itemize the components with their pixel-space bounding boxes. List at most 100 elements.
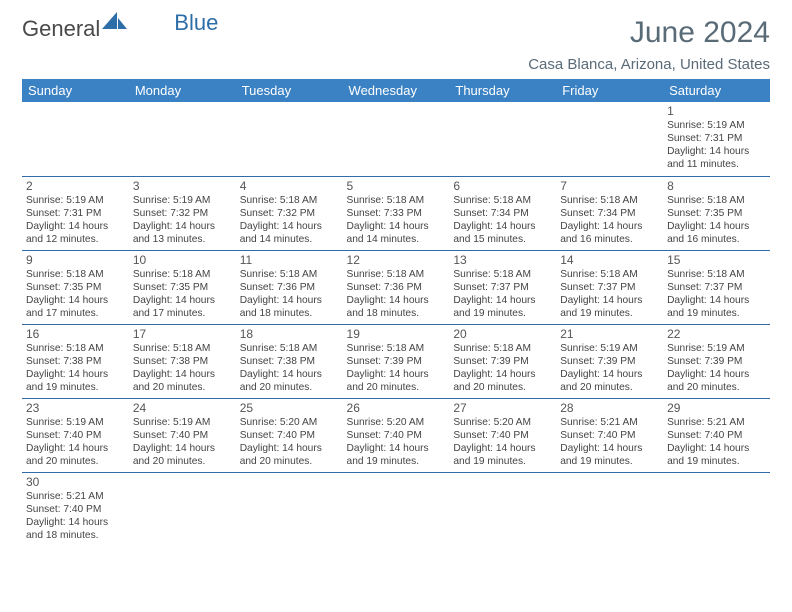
day-info: Sunrise: 5:20 AMSunset: 7:40 PMDaylight:…: [240, 416, 339, 468]
calendar-body: 1Sunrise: 5:19 AMSunset: 7:31 PMDaylight…: [22, 102, 770, 547]
calendar-day: 19Sunrise: 5:18 AMSunset: 7:39 PMDayligh…: [343, 324, 450, 398]
day-number: 5: [347, 179, 446, 193]
day-header: Thursday: [449, 79, 556, 102]
calendar-day-empty: [556, 102, 663, 176]
calendar-week: 30Sunrise: 5:21 AMSunset: 7:40 PMDayligh…: [22, 473, 770, 547]
day-header: Friday: [556, 79, 663, 102]
day-info: Sunrise: 5:20 AMSunset: 7:40 PMDaylight:…: [347, 416, 446, 468]
day-number: 4: [240, 179, 339, 193]
day-number: 23: [26, 401, 125, 415]
day-number: 14: [560, 253, 659, 267]
day-info: Sunrise: 5:19 AMSunset: 7:32 PMDaylight:…: [133, 194, 232, 246]
calendar-day-empty: [343, 473, 450, 547]
day-number: 24: [133, 401, 232, 415]
sail-icon: [102, 10, 128, 36]
calendar-day: 16Sunrise: 5:18 AMSunset: 7:38 PMDayligh…: [22, 324, 129, 398]
day-number: 21: [560, 327, 659, 341]
day-number: 3: [133, 179, 232, 193]
calendar-day: 11Sunrise: 5:18 AMSunset: 7:36 PMDayligh…: [236, 250, 343, 324]
day-header: Saturday: [663, 79, 770, 102]
calendar-day: 20Sunrise: 5:18 AMSunset: 7:39 PMDayligh…: [449, 324, 556, 398]
calendar-day: 28Sunrise: 5:21 AMSunset: 7:40 PMDayligh…: [556, 399, 663, 473]
calendar-day-empty: [449, 102, 556, 176]
day-number: 13: [453, 253, 552, 267]
day-info: Sunrise: 5:18 AMSunset: 7:38 PMDaylight:…: [240, 342, 339, 394]
day-info: Sunrise: 5:19 AMSunset: 7:40 PMDaylight:…: [133, 416, 232, 468]
calendar-day-empty: [556, 473, 663, 547]
day-number: 8: [667, 179, 766, 193]
calendar-day: 26Sunrise: 5:20 AMSunset: 7:40 PMDayligh…: [343, 399, 450, 473]
calendar-week: 9Sunrise: 5:18 AMSunset: 7:35 PMDaylight…: [22, 250, 770, 324]
brand-part2: Blue: [174, 10, 218, 36]
day-number: 11: [240, 253, 339, 267]
calendar-day: 23Sunrise: 5:19 AMSunset: 7:40 PMDayligh…: [22, 399, 129, 473]
day-info: Sunrise: 5:18 AMSunset: 7:36 PMDaylight:…: [347, 268, 446, 320]
day-info: Sunrise: 5:18 AMSunset: 7:36 PMDaylight:…: [240, 268, 339, 320]
calendar-day-empty: [663, 473, 770, 547]
day-number: 27: [453, 401, 552, 415]
day-header: Monday: [129, 79, 236, 102]
day-number: 6: [453, 179, 552, 193]
calendar-day: 30Sunrise: 5:21 AMSunset: 7:40 PMDayligh…: [22, 473, 129, 547]
day-info: Sunrise: 5:18 AMSunset: 7:39 PMDaylight:…: [347, 342, 446, 394]
day-info: Sunrise: 5:18 AMSunset: 7:39 PMDaylight:…: [453, 342, 552, 394]
calendar-day: 12Sunrise: 5:18 AMSunset: 7:36 PMDayligh…: [343, 250, 450, 324]
calendar-day-empty: [129, 102, 236, 176]
day-info: Sunrise: 5:19 AMSunset: 7:31 PMDaylight:…: [26, 194, 125, 246]
calendar-day-empty: [129, 473, 236, 547]
day-info: Sunrise: 5:19 AMSunset: 7:31 PMDaylight:…: [667, 119, 766, 171]
day-number: 17: [133, 327, 232, 341]
day-header: Tuesday: [236, 79, 343, 102]
calendar-day: 10Sunrise: 5:18 AMSunset: 7:35 PMDayligh…: [129, 250, 236, 324]
day-info: Sunrise: 5:18 AMSunset: 7:37 PMDaylight:…: [667, 268, 766, 320]
day-number: 22: [667, 327, 766, 341]
brand-part1: General: [22, 16, 100, 42]
day-info: Sunrise: 5:18 AMSunset: 7:34 PMDaylight:…: [560, 194, 659, 246]
month-title: June 2024: [528, 16, 770, 50]
calendar-day: 13Sunrise: 5:18 AMSunset: 7:37 PMDayligh…: [449, 250, 556, 324]
day-header: Sunday: [22, 79, 129, 102]
day-number: 28: [560, 401, 659, 415]
day-info: Sunrise: 5:18 AMSunset: 7:35 PMDaylight:…: [133, 268, 232, 320]
day-info: Sunrise: 5:18 AMSunset: 7:35 PMDaylight:…: [667, 194, 766, 246]
day-info: Sunrise: 5:21 AMSunset: 7:40 PMDaylight:…: [667, 416, 766, 468]
calendar-week: 23 Sunrise: 5:19 AMSunset: 7:40 PMDayligh…: [22, 399, 770, 473]
calendar-day: 5Sunrise: 5:18 AMSunset: 7:33 PMDaylight…: [343, 176, 450, 250]
header: General Blue June 2024 Casa Blanca, Ariz…: [22, 16, 770, 77]
day-info: Sunrise: 5:18 AMSunset: 7:33 PMDaylight:…: [347, 194, 446, 246]
calendar-day: 25Sunrise: 5:20 AMSunset: 7:40 PMDayligh…: [236, 399, 343, 473]
calendar-day: 15Sunrise: 5:18 AMSunset: 7:37 PMDayligh…: [663, 250, 770, 324]
day-info: Sunrise: 5:19 AMSunset: 7:39 PMDaylight:…: [667, 342, 766, 394]
calendar-day-empty: [236, 102, 343, 176]
day-number: 7: [560, 179, 659, 193]
calendar-day: 14Sunrise: 5:18 AMSunset: 7:37 PMDayligh…: [556, 250, 663, 324]
day-number: 29: [667, 401, 766, 415]
day-info: Sunrise: 5:18 AMSunset: 7:37 PMDaylight:…: [453, 268, 552, 320]
day-number: 20: [453, 327, 552, 341]
location-text: Casa Blanca, Arizona, United States: [528, 56, 770, 73]
day-number: 2: [26, 179, 125, 193]
day-info: Sunrise: 5:18 AMSunset: 7:34 PMDaylight:…: [453, 194, 552, 246]
calendar-day: 7Sunrise: 5:18 AMSunset: 7:34 PMDaylight…: [556, 176, 663, 250]
day-number: 1: [667, 104, 766, 118]
day-number: 26: [347, 401, 446, 415]
calendar-day-empty: [343, 102, 450, 176]
calendar-day: 2Sunrise: 5:19 AMSunset: 7:31 PMDaylight…: [22, 176, 129, 250]
calendar-day: 27Sunrise: 5:20 AMSunset: 7:40 PMDayligh…: [449, 399, 556, 473]
day-info: Sunrise: 5:18 AMSunset: 7:38 PMDaylight:…: [26, 342, 125, 394]
calendar-day: 4Sunrise: 5:18 AMSunset: 7:32 PMDaylight…: [236, 176, 343, 250]
calendar-day-empty: [449, 473, 556, 547]
calendar-day: 6Sunrise: 5:18 AMSunset: 7:34 PMDaylight…: [449, 176, 556, 250]
day-info: Sunrise: 5:18 AMSunset: 7:32 PMDaylight:…: [240, 194, 339, 246]
calendar-day: 18Sunrise: 5:18 AMSunset: 7:38 PMDayligh…: [236, 324, 343, 398]
calendar-day: 29Sunrise: 5:21 AMSunset: 7:40 PMDayligh…: [663, 399, 770, 473]
day-number: 12: [347, 253, 446, 267]
calendar-day: 22Sunrise: 5:19 AMSunset: 7:39 PMDayligh…: [663, 324, 770, 398]
calendar-day: 1Sunrise: 5:19 AMSunset: 7:31 PMDaylight…: [663, 102, 770, 176]
title-block: June 2024 Casa Blanca, Arizona, United S…: [528, 16, 770, 77]
day-header: Wednesday: [343, 79, 450, 102]
calendar-day-empty: [22, 102, 129, 176]
calendar-day: 3Sunrise: 5:19 AMSunset: 7:32 PMDaylight…: [129, 176, 236, 250]
calendar-day: 8Sunrise: 5:18 AMSunset: 7:35 PMDaylight…: [663, 176, 770, 250]
calendar-day: 9Sunrise: 5:18 AMSunset: 7:35 PMDaylight…: [22, 250, 129, 324]
